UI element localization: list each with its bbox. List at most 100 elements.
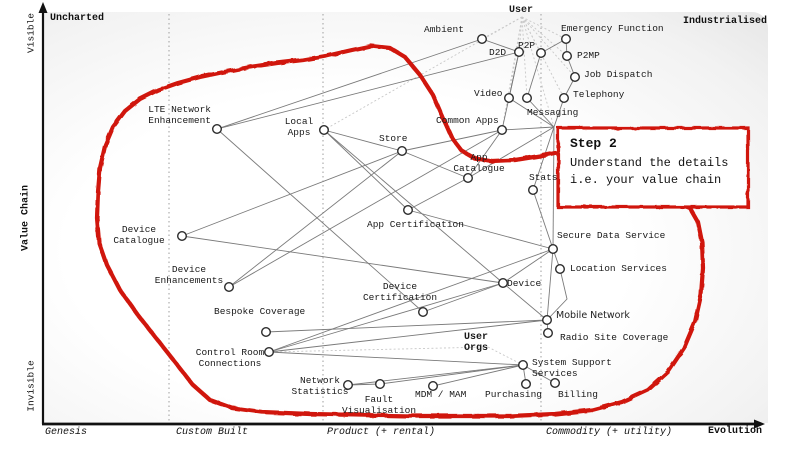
- node-location-services[interactable]: [555, 264, 566, 275]
- node-app-certification[interactable]: [403, 204, 414, 215]
- edge-stats-hidden-junction: [532, 126, 555, 191]
- label-device-catalogue: Device Catalogue: [113, 224, 165, 246]
- edge-user-job-dispatch: [521, 16, 576, 78]
- node-telephony[interactable]: [559, 92, 570, 103]
- edge-user-orgs-system-support-services: [487, 346, 524, 366]
- label-telephony: Telephony: [573, 89, 625, 100]
- label-device: Device: [507, 278, 542, 289]
- node-mobile-network[interactable]: [542, 315, 553, 326]
- edge-device-catalogue-device: [181, 235, 504, 284]
- edge-d2d-common-apps: [501, 51, 520, 131]
- node-job-dispatch[interactable]: [570, 71, 581, 82]
- node-purchasing[interactable]: [521, 379, 532, 390]
- node-device-certification[interactable]: [418, 307, 429, 318]
- edge-stats-secure-data-service: [532, 189, 554, 250]
- label-bespoke-coverage: Bespoke Coverage: [214, 306, 306, 317]
- node-system-support-services[interactable]: [518, 360, 529, 371]
- label-common-apps: Common Apps: [436, 115, 499, 126]
- region-label-uncharted: Uncharted: [50, 13, 105, 24]
- node-fault-visualisation[interactable]: [375, 379, 386, 390]
- edge-app-certification-secure-data-service: [407, 209, 554, 250]
- label-control-room-connections: Control Room Connections: [195, 347, 265, 369]
- edge-p2p-messaging: [526, 52, 542, 99]
- y-axis-bottom-label: Invisible: [25, 360, 37, 412]
- edge-lte-network-enhancement-d2d: [216, 51, 520, 130]
- x-axis-arrow: [754, 419, 765, 429]
- label-p2mp: P2MP: [577, 50, 600, 61]
- node-ambient[interactable]: [477, 34, 488, 45]
- edge-device-mobile-network: [502, 282, 548, 321]
- node-stats[interactable]: [528, 184, 539, 195]
- value-chain-boundary: [94, 43, 706, 419]
- stage-label-commodity: Commodity (+ utility): [546, 427, 673, 438]
- node-radio-site-coverage[interactable]: [543, 328, 554, 339]
- y-axis-arrow: [38, 2, 48, 13]
- node-network-statistics[interactable]: [343, 380, 354, 391]
- step-annotation-box: [556, 126, 750, 209]
- edge-control-room-connections-secure-data-service: [268, 248, 554, 353]
- label-fault-visualisation: Fault Visualisation: [341, 394, 417, 416]
- node-common-apps[interactable]: [497, 124, 508, 135]
- edge-user-emergency-function: [521, 16, 567, 40]
- step-annotation-heading: Step 2: [570, 136, 617, 151]
- edge-store-app-catalogue: [401, 150, 469, 179]
- node-control-room-connections[interactable]: [264, 347, 275, 358]
- y-axis-title: Value Chain: [20, 184, 32, 252]
- node-p2mp[interactable]: [562, 51, 573, 62]
- node-local-apps[interactable]: [319, 124, 330, 135]
- edge-video-hidden-junction: [508, 97, 555, 128]
- node-device-catalogue[interactable]: [176, 230, 187, 241]
- edge-messaging-hidden-junction: [526, 97, 555, 128]
- node-device[interactable]: [498, 278, 509, 289]
- node-messaging[interactable]: [522, 92, 533, 103]
- edge-app-catalogue-hidden-junction: [467, 126, 555, 179]
- edge-common-apps-app-catalogue: [467, 129, 503, 179]
- edge-common-apps-hidden-junction: [501, 126, 555, 131]
- edge-user-telephony: [521, 16, 565, 99]
- label-user-orgs: User Orgs: [464, 332, 489, 354]
- label-ambient: Ambient: [424, 24, 464, 35]
- node-device-enhancements[interactable]: [223, 282, 234, 293]
- node-store[interactable]: [397, 145, 408, 156]
- label-location-services: Location Services: [570, 263, 667, 274]
- edge-user-p2mp: [521, 16, 568, 57]
- label-purchasing: Purchasing: [485, 389, 543, 400]
- label-local-apps: Local Apps: [284, 116, 314, 138]
- label-stats: Stats: [529, 172, 558, 183]
- label-d2d: D2D: [489, 47, 507, 58]
- label-app-catalogue: App Catalogue: [453, 152, 505, 174]
- node-d2d[interactable]: [514, 47, 525, 58]
- label-system-support-services: System Support Services: [532, 357, 612, 379]
- edge-control-room-connections-device: [268, 282, 504, 353]
- node-app-catalogue[interactable]: [463, 172, 474, 183]
- label-app-certification: App Certification: [367, 219, 464, 230]
- node-emergency-function[interactable]: [561, 34, 572, 45]
- edge-control-room-connections-mobile-network: [268, 319, 548, 353]
- edge-local-apps-app-certification: [323, 129, 409, 211]
- label-mobile-network: Mobile Network: [556, 310, 630, 321]
- step-annotation: Step 2 Understand the details i.e. your …: [570, 136, 742, 189]
- edge-device-enhancements-common-apps: [228, 129, 503, 288]
- edge-device-secure-data-service: [502, 248, 554, 284]
- edge-ambient-lte-network-enhancement: [216, 38, 483, 130]
- axes: [38, 2, 765, 429]
- label-device-certification: Device Certification: [362, 281, 438, 303]
- label-radio-site-coverage: Radio Site Coverage: [560, 332, 669, 343]
- edge-ambient-d2d: [481, 38, 520, 53]
- node-p2p[interactable]: [536, 48, 547, 59]
- stage-label-custom-built: Custom Built: [176, 427, 249, 438]
- edge-telephony-hidden-junction: [553, 97, 565, 128]
- edge-app-catalogue-app-certification: [407, 177, 469, 211]
- node-mdm-mam[interactable]: [428, 381, 439, 392]
- node-bespoke-coverage[interactable]: [261, 327, 272, 338]
- region-label-industrialised: Industrialised: [683, 16, 768, 27]
- label-device-enhancements: Device Enhancements: [154, 264, 224, 286]
- label-mdm-mam: MDM / MAM: [415, 389, 467, 400]
- node-lte-network-enhancement[interactable]: [211, 123, 222, 134]
- node-secure-data-service[interactable]: [548, 243, 559, 254]
- node-video[interactable]: [504, 92, 515, 103]
- label-video: Video: [474, 88, 503, 99]
- edge-control-room-connections-system-support-services: [268, 351, 524, 366]
- node-billing[interactable]: [550, 378, 561, 389]
